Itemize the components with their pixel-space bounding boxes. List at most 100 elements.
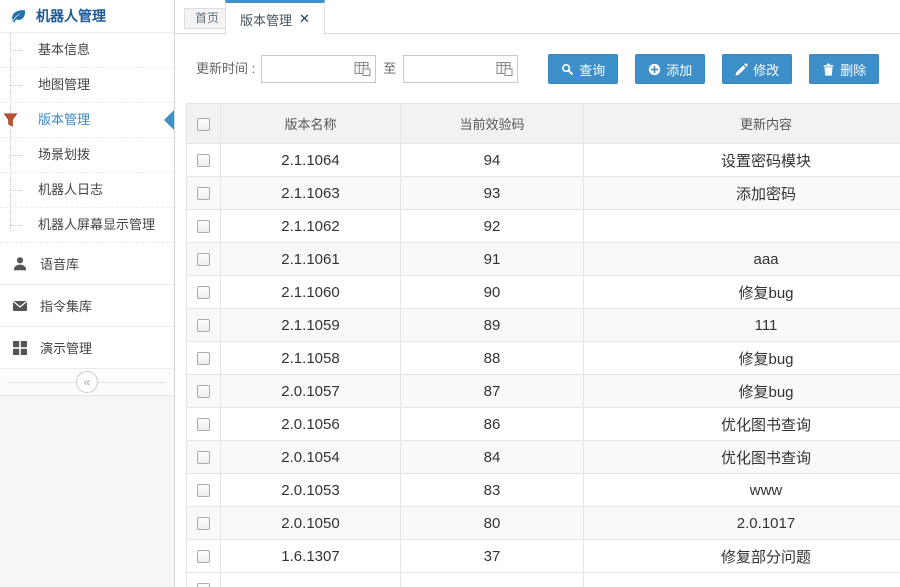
sidebar-header-label: 机器人管理 <box>36 8 106 24</box>
row-checkbox[interactable] <box>197 286 210 300</box>
table-row[interactable]: 2.1.1058 88 修复bug <box>186 341 900 375</box>
cell-update-content: 修复部分问题 <box>583 539 900 573</box>
sidebar-collapse-button[interactable]: « <box>0 369 174 396</box>
row-checkbox[interactable] <box>197 154 210 168</box>
close-icon[interactable]: ✕ <box>299 11 310 26</box>
table-row[interactable]: 2.1.1062 92 <box>186 209 900 243</box>
collapse-chevron-icon[interactable]: « <box>76 371 98 393</box>
row-checkbox[interactable] <box>197 484 210 498</box>
row-checkbox[interactable] <box>197 517 210 531</box>
calendar-icon[interactable] <box>354 61 372 77</box>
cell-version-name: 2.0.1054 <box>220 440 401 474</box>
sidebar-filler <box>0 396 174 587</box>
pencil-icon <box>735 62 748 76</box>
table-row[interactable]: 2.0.1057 87 修复bug <box>186 374 900 408</box>
row-checkbox-cell <box>186 473 221 507</box>
tab-home[interactable]: 首页 <box>184 8 231 29</box>
row-checkbox-cell <box>186 176 221 210</box>
leaf-icon <box>12 9 26 23</box>
sidebar-item-scene-allocation[interactable]: 场景划拨 <box>0 138 174 173</box>
sidebar-item-map-management[interactable]: 地图管理 <box>0 68 174 103</box>
to-label: 至 <box>383 61 397 76</box>
table-row[interactable]: 2.1.1059 89 111 <box>186 308 900 342</box>
cell-version-name: 2.0.1056 <box>220 407 401 441</box>
select-all-checkbox[interactable] <box>197 118 210 132</box>
sidebar-item-label: 版本管理 <box>38 112 91 127</box>
table-row[interactable]: 2.1.1061 91 aaa <box>186 242 900 276</box>
sidebar: 机器人管理 基本信息 地图管理 版本管理 场景划拨 机器人日志 机器人屏幕显示管… <box>0 0 175 587</box>
table-body: 2.1.1064 94 设置密码模块 2.1.1063 93 添加密码 2.1.… <box>186 143 900 587</box>
date-from-field <box>261 55 377 83</box>
row-checkbox-cell <box>186 275 221 309</box>
cell-version-name: 2.1.1060 <box>220 275 401 309</box>
table-row[interactable]: 2.1.1060 90 修复bug <box>186 275 900 309</box>
table-row[interactable]: 2.0.1053 83 www <box>186 473 900 507</box>
cell-version-name: 2.0.1053 <box>220 473 401 507</box>
grid-icon <box>13 340 27 355</box>
row-checkbox[interactable] <box>197 451 210 465</box>
row-checkbox[interactable] <box>197 187 210 201</box>
row-checkbox[interactable] <box>197 418 210 432</box>
sidebar-item-basic-info[interactable]: 基本信息 <box>0 33 174 68</box>
row-checkbox-cell <box>186 440 221 474</box>
row-checkbox[interactable] <box>197 583 210 587</box>
delete-button[interactable]: 删除 <box>809 54 880 84</box>
sidebar-item-robot-log[interactable]: 机器人日志 <box>0 173 174 208</box>
query-button[interactable]: 查询 <box>548 54 619 84</box>
table-row[interactable]: 1.6.1307 37 修复部分问题 <box>186 539 900 573</box>
row-checkbox-cell <box>186 341 221 375</box>
active-item-arrow-icon <box>164 110 174 130</box>
calendar-icon[interactable] <box>496 61 514 77</box>
main-content: 首页 版本管理 ✕ 更新时间 : 至 <box>175 0 900 587</box>
cell-update-content: 111 <box>583 308 900 342</box>
row-checkbox[interactable] <box>197 550 210 564</box>
row-checkbox[interactable] <box>197 385 210 399</box>
cell-update-content: 修复bug <box>583 341 900 375</box>
cell-version-name: 2.1.1061 <box>220 242 401 276</box>
cell-checksum: 89 <box>400 308 584 342</box>
sidebar-item-version-management[interactable]: 版本管理 <box>0 103 174 138</box>
sidebar-item-label: 演示管理 <box>40 341 93 356</box>
plus-circle-icon <box>649 63 661 75</box>
button-label: 添加 <box>666 62 693 78</box>
row-checkbox-cell <box>186 308 221 342</box>
table-row[interactable]: 2.0.1056 86 优化图书查询 <box>186 407 900 441</box>
sidebar-item-instruction-library[interactable]: 指令集库 <box>0 285 174 327</box>
cell-version-name: 2.1.1064 <box>220 143 401 177</box>
table-row[interactable]: 2.1.1064 94 设置密码模块 <box>186 143 900 177</box>
cell-update-content: 修复bug <box>583 275 900 309</box>
add-button[interactable]: 添加 <box>635 54 706 84</box>
search-icon <box>562 63 574 75</box>
cell-update-content: 修复bug <box>583 374 900 408</box>
row-checkbox[interactable] <box>197 319 210 333</box>
sidebar-header-robot-management[interactable]: 机器人管理 <box>0 0 174 33</box>
sidebar-item-voice-library[interactable]: 语音库 <box>0 243 174 285</box>
table-row[interactable]: 2.0.1054 84 优化图书查询 <box>186 440 900 474</box>
row-checkbox[interactable] <box>197 220 210 234</box>
row-checkbox-cell <box>186 143 221 177</box>
row-checkbox-cell <box>186 539 221 573</box>
cell-update-content <box>583 572 900 587</box>
row-checkbox[interactable] <box>197 253 210 267</box>
cell-checksum: 37 <box>400 539 584 573</box>
select-all-cell <box>186 103 221 144</box>
cell-checksum: 87 <box>400 374 584 408</box>
user-icon <box>13 256 27 270</box>
cell-checksum: 86 <box>400 407 584 441</box>
cell-update-content: 优化图书查询 <box>583 440 900 474</box>
tab-version-management[interactable]: 版本管理 ✕ <box>225 0 325 35</box>
cell-update-content: 2.0.1017 <box>583 506 900 540</box>
cell-checksum: 88 <box>400 341 584 375</box>
cell-version-name: 2.0.1050 <box>220 506 401 540</box>
sidebar-item-demo-management[interactable]: 演示管理 <box>0 327 174 369</box>
table-row[interactable]: 2.1.1063 93 添加密码 <box>186 176 900 210</box>
table-row[interactable]: 2.0.1050 80 2.0.1017 <box>186 506 900 540</box>
envelope-icon <box>13 300 27 311</box>
row-checkbox[interactable] <box>197 352 210 366</box>
table-row[interactable] <box>186 572 900 587</box>
modify-button[interactable]: 修改 <box>722 54 793 84</box>
button-label: 删除 <box>840 62 867 78</box>
sidebar-item-robot-screen-display[interactable]: 机器人屏幕显示管理 <box>0 208 174 243</box>
button-label: 查询 <box>579 62 606 78</box>
